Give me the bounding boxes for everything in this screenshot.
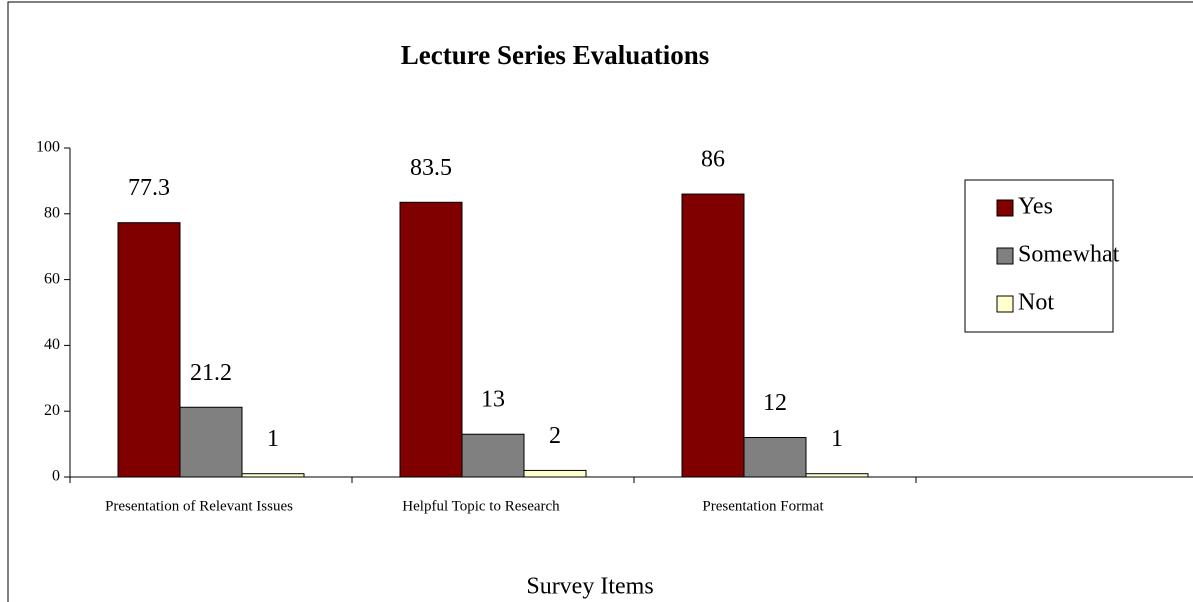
legend-swatch bbox=[996, 295, 1014, 313]
x-tick-label: Presentation Format bbox=[702, 498, 824, 514]
y-tick-label: 20 bbox=[44, 402, 60, 419]
bar bbox=[805, 473, 869, 478]
bar bbox=[179, 406, 243, 478]
data-label: 77.3 bbox=[128, 175, 170, 201]
x-axis-title: Survey Items bbox=[526, 574, 653, 600]
data-label: 1 bbox=[267, 426, 279, 452]
legend-label: Somewhat bbox=[1018, 242, 1120, 268]
legend-label: Yes bbox=[1018, 194, 1053, 220]
data-label: 83.5 bbox=[410, 155, 452, 181]
data-label: 86 bbox=[701, 147, 725, 173]
data-label: 13 bbox=[481, 387, 505, 413]
y-tick-label: 100 bbox=[36, 139, 60, 156]
bar bbox=[743, 437, 807, 478]
bar bbox=[117, 222, 181, 478]
data-label: 12 bbox=[763, 390, 787, 416]
legend-swatch bbox=[996, 199, 1014, 217]
chart-title: Lecture Series Evaluations bbox=[401, 40, 709, 70]
data-label: 2 bbox=[549, 423, 561, 449]
legend-box bbox=[964, 179, 1114, 333]
y-tick-label: 80 bbox=[44, 204, 60, 221]
bar bbox=[461, 433, 525, 478]
legend-swatch bbox=[996, 247, 1014, 265]
y-tick-label: 0 bbox=[52, 468, 60, 485]
bar bbox=[681, 193, 745, 478]
y-tick-label: 40 bbox=[44, 336, 60, 353]
bar bbox=[241, 473, 305, 478]
data-label: 1 bbox=[831, 426, 843, 452]
bar bbox=[399, 201, 463, 478]
y-tick-label: 60 bbox=[44, 270, 60, 287]
legend-label: Not bbox=[1018, 290, 1054, 316]
data-label: 21.2 bbox=[190, 360, 232, 386]
x-tick-label: Helpful Topic to Research bbox=[402, 498, 560, 514]
bar bbox=[523, 469, 587, 478]
x-tick-label: Presentation of Relevant Issues bbox=[105, 498, 293, 514]
